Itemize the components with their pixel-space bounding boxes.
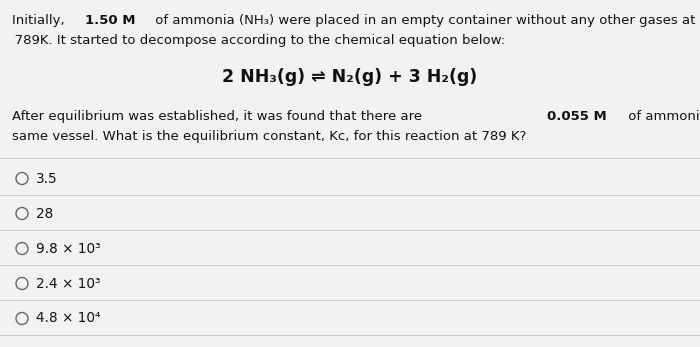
Text: of ammonia left in the: of ammonia left in the — [624, 110, 700, 123]
Text: 3.5: 3.5 — [36, 171, 57, 186]
Text: After equilibrium was established, it was found that there are: After equilibrium was established, it wa… — [12, 110, 426, 123]
Text: of ammonia (NH₃) were placed in an empty container without any other gases at: of ammonia (NH₃) were placed in an empty… — [150, 14, 695, 27]
Text: 2 NH₃(g) ⇌ N₂(g) + 3 H₂(g): 2 NH₃(g) ⇌ N₂(g) + 3 H₂(g) — [223, 68, 477, 86]
Text: 1.50 M: 1.50 M — [85, 14, 136, 27]
Text: 28: 28 — [36, 206, 53, 220]
Text: 4.8 × 10⁴: 4.8 × 10⁴ — [36, 312, 101, 325]
Text: 0.055 M: 0.055 M — [547, 110, 606, 123]
Text: 9.8 × 10³: 9.8 × 10³ — [36, 242, 101, 255]
Text: Initially,: Initially, — [12, 14, 69, 27]
Text: same vessel. What is the equilibrium constant, Kc, for this reaction at 789 K?: same vessel. What is the equilibrium con… — [12, 130, 526, 143]
Text: 789K. It started to decompose according to the chemical equation below:: 789K. It started to decompose according … — [12, 34, 505, 47]
Text: 2.4 × 10³: 2.4 × 10³ — [36, 277, 101, 290]
